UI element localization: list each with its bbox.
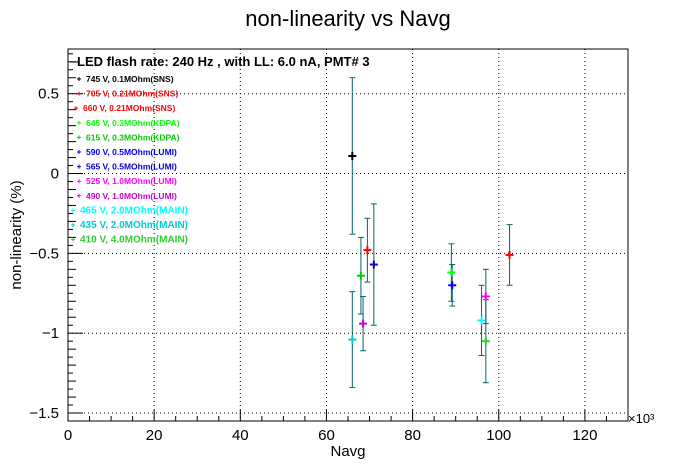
data-point [505,250,514,259]
legend-entry: 435 V, 2.0MOhm(MAIN) [71,220,188,231]
legend-label: 615 V, 0.3MOhm(KDPA) [86,132,180,142]
legend-entry: 645 V, 0.3MOhm(KDPA) [77,118,180,128]
data-point [447,268,456,277]
axis-ticks [67,53,629,422]
y-tick-label: 0.5 [38,86,59,103]
legend-header: LED flash rate: 240 Hz , with LL: 6.0 nA… [77,54,370,69]
legend-label: 490 V, 1.0MOhm(LUMI) [86,191,177,201]
legend-label: 645 V, 0.3MOhm(KDPA) [86,118,180,128]
legend-label: 745 V, 0.1MOhm(SNS) [86,74,174,84]
data-point [448,281,457,290]
chart-title: non-linearity vs Navg [245,6,450,31]
legend-entry: 565 V, 0.5MOhm(LUMI) [77,162,177,172]
x-multiplier-label: ×10³ [628,411,655,426]
legend-entry: 615 V, 0.3MOhm(KDPA) [77,132,180,142]
legend-entry: 745 V, 0.1MOhm(SNS) [77,74,174,84]
data-point [356,271,365,280]
legend-label: 465 V, 2.0MOhm(MAIN) [80,205,188,216]
legend-entry: 465 V, 2.0MOhm(MAIN) [71,205,188,216]
legend-label: 525 V, 1.0MOhm(LUMI) [86,176,177,186]
data-point [359,319,368,328]
legend-label: 590 V, 0.5MOhm(LUMI) [86,147,177,157]
legend-entry: 525 V, 1.0MOhm(LUMI) [77,176,177,186]
data-point [477,316,486,325]
legend-entry: 660 V, 0.21MOhm(SNS) [74,103,175,113]
legend-label: 660 V, 0.21MOhm(SNS) [83,103,175,113]
legend-label: 705 V, 0.21MOhm(SNS) [86,89,178,99]
x-tick-label: 20 [146,427,163,444]
legend-entry: 705 V, 0.21MOhm(SNS) [77,89,178,99]
legend-label: 565 V, 0.5MOhm(LUMI) [86,162,177,172]
data-point [348,335,357,344]
data-point [481,337,490,346]
legend-entry: 590 V, 0.5MOhm(LUMI) [77,147,177,157]
legend-label: 435 V, 2.0MOhm(MAIN) [80,220,188,231]
x-tick-label: 120 [572,427,597,444]
data-point [369,260,378,269]
y-tick-label: −1 [42,325,59,342]
data-points [348,151,514,346]
y-axis-label: non-linearity (%) [8,180,25,289]
x-tick-label: 80 [404,427,421,444]
tick-labels: 0 20 40 60 80 100 120 −1.5 −1 −0.5 0 0.5 [29,86,597,444]
x-axis-label: Navg [330,443,365,460]
data-point [481,292,490,301]
legend-entry: 410 V, 4.0MOhm(MAIN) [71,235,188,246]
x-tick-label: 60 [318,427,335,444]
data-point [348,151,357,160]
legend-label: 410 V, 4.0MOhm(MAIN) [80,235,188,246]
y-tick-label: −0.5 [29,245,59,262]
grid [68,49,628,421]
x-tick-label: 0 [64,427,72,444]
y-tick-label: −1.5 [29,405,59,422]
x-tick-label: 100 [486,427,511,444]
legend-entry: 490 V, 1.0MOhm(LUMI) [77,191,177,201]
data-point [363,246,372,255]
legend: LED flash rate: 240 Hz , with LL: 6.0 nA… [70,54,370,246]
x-tick-label: 40 [232,427,249,444]
y-tick-label: 0 [51,166,59,183]
